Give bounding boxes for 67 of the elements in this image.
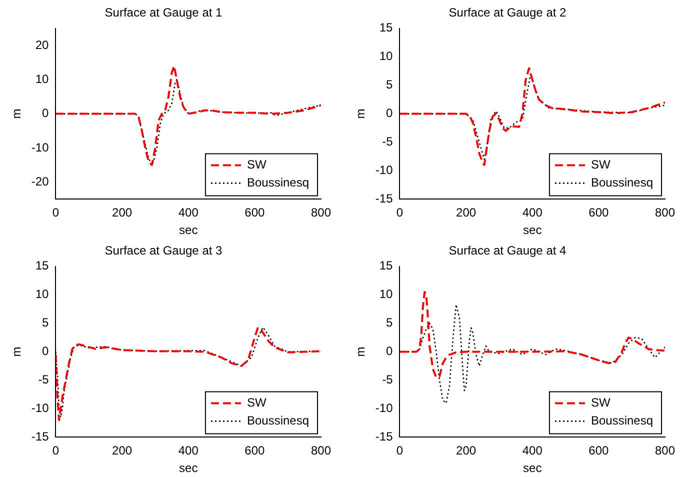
chart-title: Surface at Gauge at 1 <box>104 6 223 20</box>
y-axis-title: m <box>10 108 24 119</box>
y-tick-label: -5 <box>382 134 394 149</box>
x-tick-label: 0 <box>396 206 404 220</box>
legend-label: Boussinesq <box>246 414 310 428</box>
y-tick-label: 0 <box>42 106 50 120</box>
y-tick-label: 5 <box>42 316 50 330</box>
x-tick-label: 0 <box>52 206 60 220</box>
x-tick-label: 400 <box>178 444 199 458</box>
legend-label: Boussinesq <box>590 414 654 428</box>
x-axis-title: sec <box>523 461 542 476</box>
y-tick-label: -20 <box>31 174 50 188</box>
legend-label: SW <box>246 158 267 172</box>
y-axis-title: m <box>354 108 368 119</box>
legend-label: Boussinesq <box>246 176 310 190</box>
x-tick-label: 600 <box>244 206 266 220</box>
y-tick-label: -5 <box>38 372 50 387</box>
x-tick-label: 400 <box>522 444 543 458</box>
y-tick-label: -10 <box>31 140 50 154</box>
x-tick-label: 800 <box>310 444 332 458</box>
x-tick-label: 800 <box>654 206 676 220</box>
x-tick-label: 200 <box>112 206 132 220</box>
y-tick-label: 15 <box>379 20 394 35</box>
chart-title: Surface at Gauge at 3 <box>104 244 223 258</box>
y-tick-label: 10 <box>379 287 394 302</box>
x-tick-label: 200 <box>456 206 476 220</box>
y-tick-label: 0 <box>386 344 394 358</box>
x-tick-label: 600 <box>588 206 610 220</box>
chart-title: Surface at Gauge at 2 <box>448 6 567 20</box>
y-tick-label: 5 <box>386 316 394 330</box>
x-tick-label: 600 <box>244 444 266 458</box>
legend-label: SW <box>590 396 611 410</box>
y-tick-label: -15 <box>375 430 394 444</box>
legend-label: Boussinesq <box>590 176 654 190</box>
x-axis-title: sec <box>523 223 542 238</box>
y-tick-label: 20 <box>35 38 50 52</box>
y-tick-label: -10 <box>375 163 394 178</box>
chart-title: Surface at Gauge at 4 <box>448 244 567 258</box>
x-tick-label: 600 <box>588 444 610 458</box>
y-tick-label: 0 <box>42 344 50 358</box>
y-tick-label: -10 <box>31 401 50 416</box>
x-tick-label: 800 <box>654 444 676 458</box>
x-tick-label: 400 <box>522 206 543 220</box>
x-tick-label: 400 <box>178 206 199 220</box>
legend-label: SW <box>590 158 611 172</box>
y-tick-label: 15 <box>35 258 50 273</box>
y-tick-label: 10 <box>379 49 394 64</box>
y-tick-label: 10 <box>35 72 50 86</box>
y-tick-label: -15 <box>375 192 394 206</box>
y-tick-label: 5 <box>386 78 394 92</box>
x-axis-title: sec <box>179 461 198 476</box>
y-axis-title: m <box>10 346 24 357</box>
x-tick-label: 0 <box>396 444 404 458</box>
x-axis-title: sec <box>179 223 198 238</box>
y-axis-title: m <box>354 346 368 357</box>
y-tick-label: -10 <box>375 401 394 416</box>
y-tick-label: 0 <box>386 106 394 120</box>
x-tick-label: 200 <box>112 444 132 458</box>
x-tick-label: 0 <box>52 444 60 458</box>
y-tick-label: -15 <box>31 430 50 444</box>
y-tick-label: 10 <box>35 287 50 302</box>
y-tick-label: 15 <box>379 258 394 273</box>
x-tick-label: 800 <box>310 206 332 220</box>
line-series <box>400 291 665 378</box>
legend-label: SW <box>246 396 267 410</box>
x-tick-label: 200 <box>456 444 476 458</box>
y-tick-label: -5 <box>382 372 394 387</box>
